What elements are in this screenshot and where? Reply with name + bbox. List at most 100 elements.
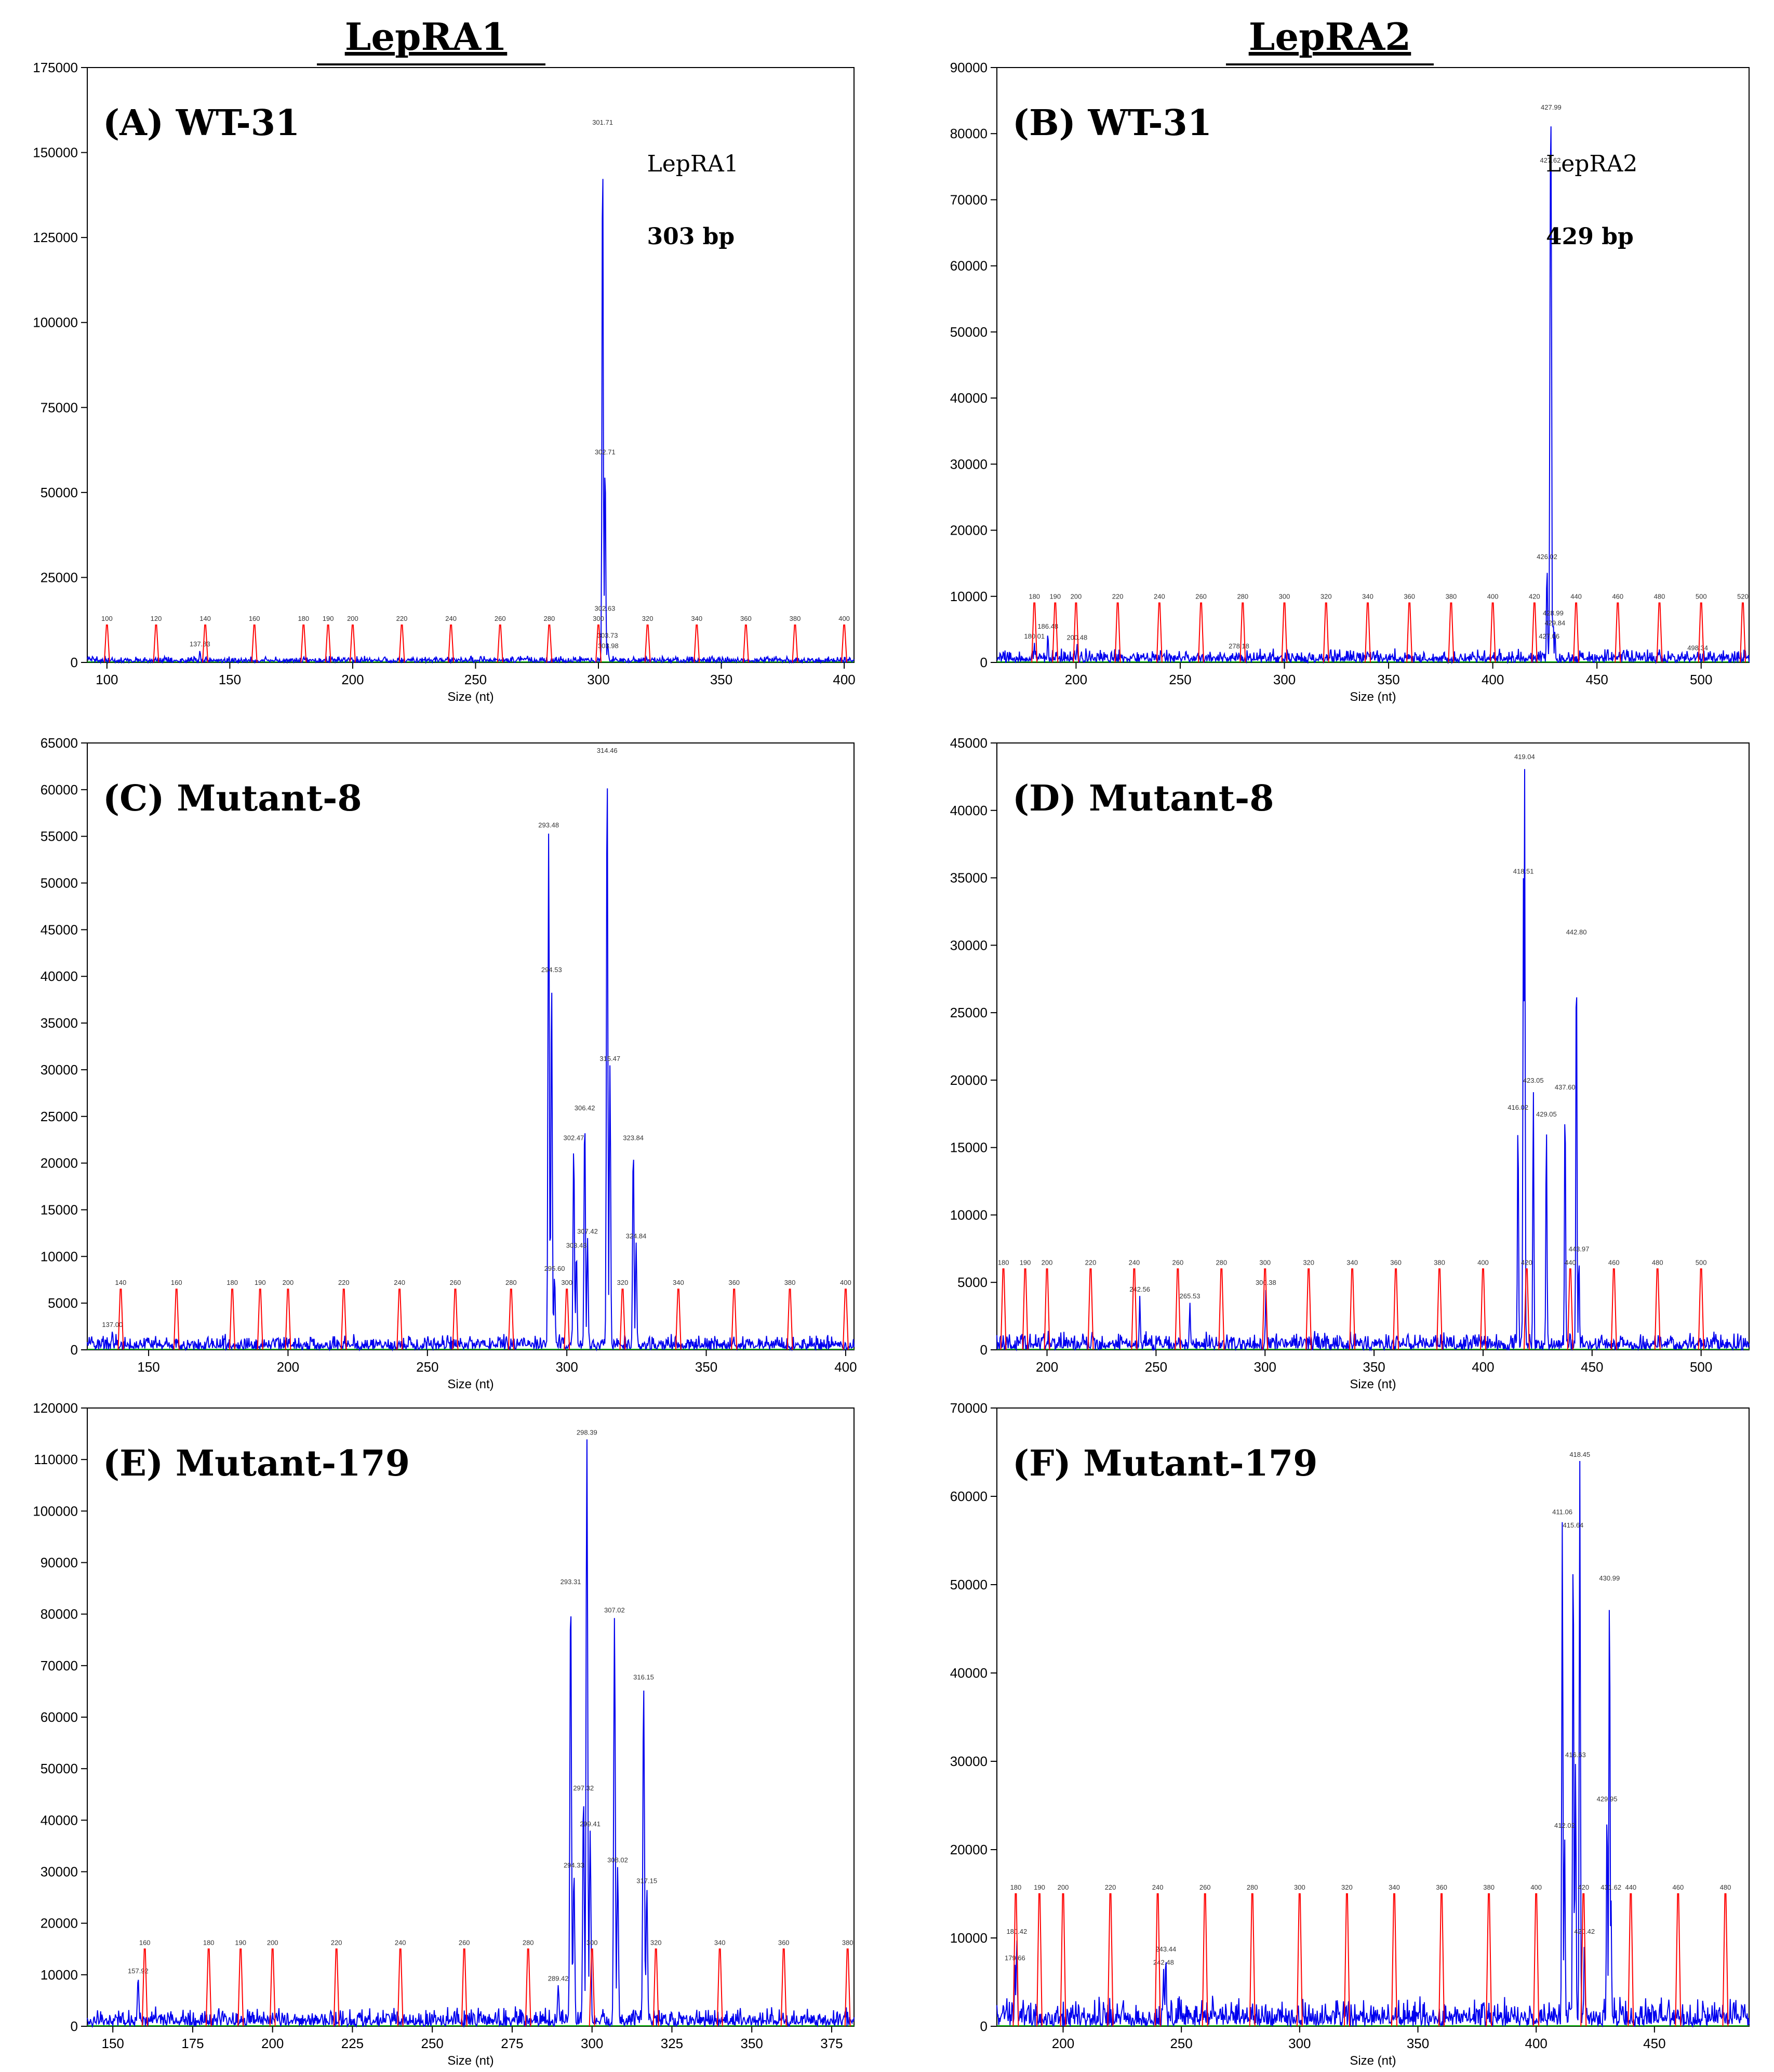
ladder-label: 480	[1720, 1883, 1731, 1891]
x-tick-label: 500	[1690, 1359, 1712, 1375]
y-tick-label: 30000	[950, 456, 988, 472]
y-tick-label: 55000	[41, 829, 78, 844]
ladder-label: 190	[235, 1938, 246, 1946]
peak-label: 302.71	[595, 448, 616, 456]
ladder-peak	[349, 625, 356, 663]
panel-title: (A) WT-31	[103, 102, 300, 144]
ladder-label: 300	[1259, 1258, 1271, 1266]
peak-label: 298.39	[577, 1429, 597, 1437]
ladder-label: 180	[203, 1938, 215, 1946]
y-tick-label: 40000	[950, 390, 988, 406]
x-tick-label: 200	[261, 2036, 284, 2051]
ladder-peak	[1296, 1893, 1303, 2027]
peak-label: 314.46	[597, 747, 618, 754]
ladder-peak	[842, 1289, 849, 1350]
peak-label: 302.47	[564, 1134, 584, 1142]
x-tick-label: 400	[1525, 2036, 1547, 2051]
signal-trace	[996, 769, 1750, 1352]
ladder-peak	[153, 625, 159, 663]
ladder-peak	[1438, 1893, 1445, 2027]
peak-label: 303.73	[597, 632, 618, 640]
peak-label: 442.80	[1566, 928, 1587, 936]
ladder-peak	[595, 625, 602, 663]
ladder-peak	[340, 1289, 347, 1350]
ladder-peak	[398, 625, 405, 663]
peak-label: 317.15	[636, 1877, 657, 1884]
peak-label: 412.02	[1554, 1822, 1575, 1829]
ladder-label: 200	[283, 1279, 294, 1286]
x-axis-label: Size (nt)	[447, 1377, 493, 1391]
ladder-peak	[497, 625, 503, 663]
header-lepra1: LepRA1	[344, 15, 508, 59]
chart-c: 0 5000 10000 15000 20000 25000 30000 35000 40000…	[41, 738, 857, 1391]
ladder-label: 380	[1434, 1258, 1445, 1266]
x-tick-label: 200	[1052, 2036, 1074, 2051]
peak-label: 418.45	[1569, 1451, 1590, 1458]
ladder-label: 380	[842, 1938, 853, 1946]
peak-label: 303.43	[566, 1241, 587, 1249]
header-lepra1-line	[317, 63, 545, 65]
ladder-label: 300	[561, 1279, 572, 1286]
x-tick-label: 400	[834, 1359, 857, 1375]
ladder-peak	[1198, 602, 1205, 663]
ladder-peak	[1698, 602, 1704, 663]
ladder-peak	[644, 625, 651, 663]
x-tick-label: 300	[1254, 1359, 1276, 1375]
chart-f: 0 10000 20000 30000 40000 50000 60000 70000 200 2…	[950, 1403, 1750, 2068]
x-tick-label: 275	[501, 2036, 523, 2051]
peak-label: 316.15	[633, 1673, 654, 1681]
peak-label: 437.60	[1555, 1083, 1576, 1091]
peak-label: 307.02	[604, 1606, 625, 1614]
ladder-label: 220	[331, 1938, 342, 1946]
ladder-peak	[786, 1289, 793, 1350]
peak-label: 294.53	[541, 966, 562, 974]
ladder-label: 520	[1737, 593, 1749, 601]
y-tick-label: 90000	[41, 1555, 78, 1571]
annotation-text: LepRA1	[647, 151, 738, 177]
ladder-peak	[693, 625, 700, 663]
ladder-peak	[448, 625, 455, 663]
y-tick-label: 40000	[950, 1665, 988, 1681]
ladder-peak	[1202, 1893, 1208, 2027]
y-tick-label: 150000	[33, 145, 78, 161]
x-tick-label: 375	[820, 2036, 843, 2051]
ladder-peak	[589, 1948, 595, 2027]
ladder-peak	[1610, 1268, 1617, 1350]
ladder-peak	[1218, 1268, 1225, 1350]
y-tick-label: 50000	[41, 1761, 78, 1776]
peak-label: 429.84	[1544, 619, 1565, 627]
y-tick-label: 30000	[950, 937, 988, 953]
y-tick-label: 35000	[41, 1015, 78, 1031]
chart-e: 0 10000 20000 30000 40000 50000 60000 70000 8000…	[33, 1403, 855, 2068]
ladder-peak	[325, 625, 331, 663]
ladder-label: 120	[151, 615, 162, 622]
ladder-peak	[1656, 602, 1663, 663]
ladder-peak	[1114, 602, 1121, 663]
ladder-label: 280	[523, 1938, 534, 1946]
x-tick-label: 350	[1363, 1359, 1385, 1375]
x-tick-label: 250	[421, 2036, 444, 2051]
ladder-label: 320	[1303, 1258, 1314, 1266]
y-tick-label: 20000	[41, 1155, 78, 1171]
y-tick-label: 25000	[41, 569, 78, 585]
ladder-label: 160	[171, 1279, 182, 1286]
ladder-peak	[1323, 602, 1329, 663]
x-tick-label: 450	[1643, 2036, 1665, 2051]
ladder-peak	[1131, 1268, 1138, 1350]
ladder-label: 320	[642, 615, 653, 622]
ladder-label: 400	[1477, 1258, 1489, 1266]
ladder-label: 220	[396, 615, 408, 622]
x-tick-label: 200	[1036, 1359, 1058, 1375]
x-tick-label: 200	[277, 1359, 299, 1375]
x-tick-label: 350	[1377, 672, 1399, 687]
ladder-label: 260	[495, 615, 506, 622]
ladder-label: 300	[593, 615, 604, 622]
ladder-label: 260	[1172, 1258, 1184, 1266]
ladder-peak	[461, 1948, 468, 2027]
ladder-label: 420	[1578, 1883, 1589, 1891]
ladder-peak	[1531, 602, 1538, 663]
ladder-peak	[1349, 1268, 1356, 1350]
ladder-peak	[1087, 1268, 1094, 1350]
peak-label: 426.02	[1537, 553, 1557, 561]
x-tick-label: 450	[1585, 672, 1608, 687]
